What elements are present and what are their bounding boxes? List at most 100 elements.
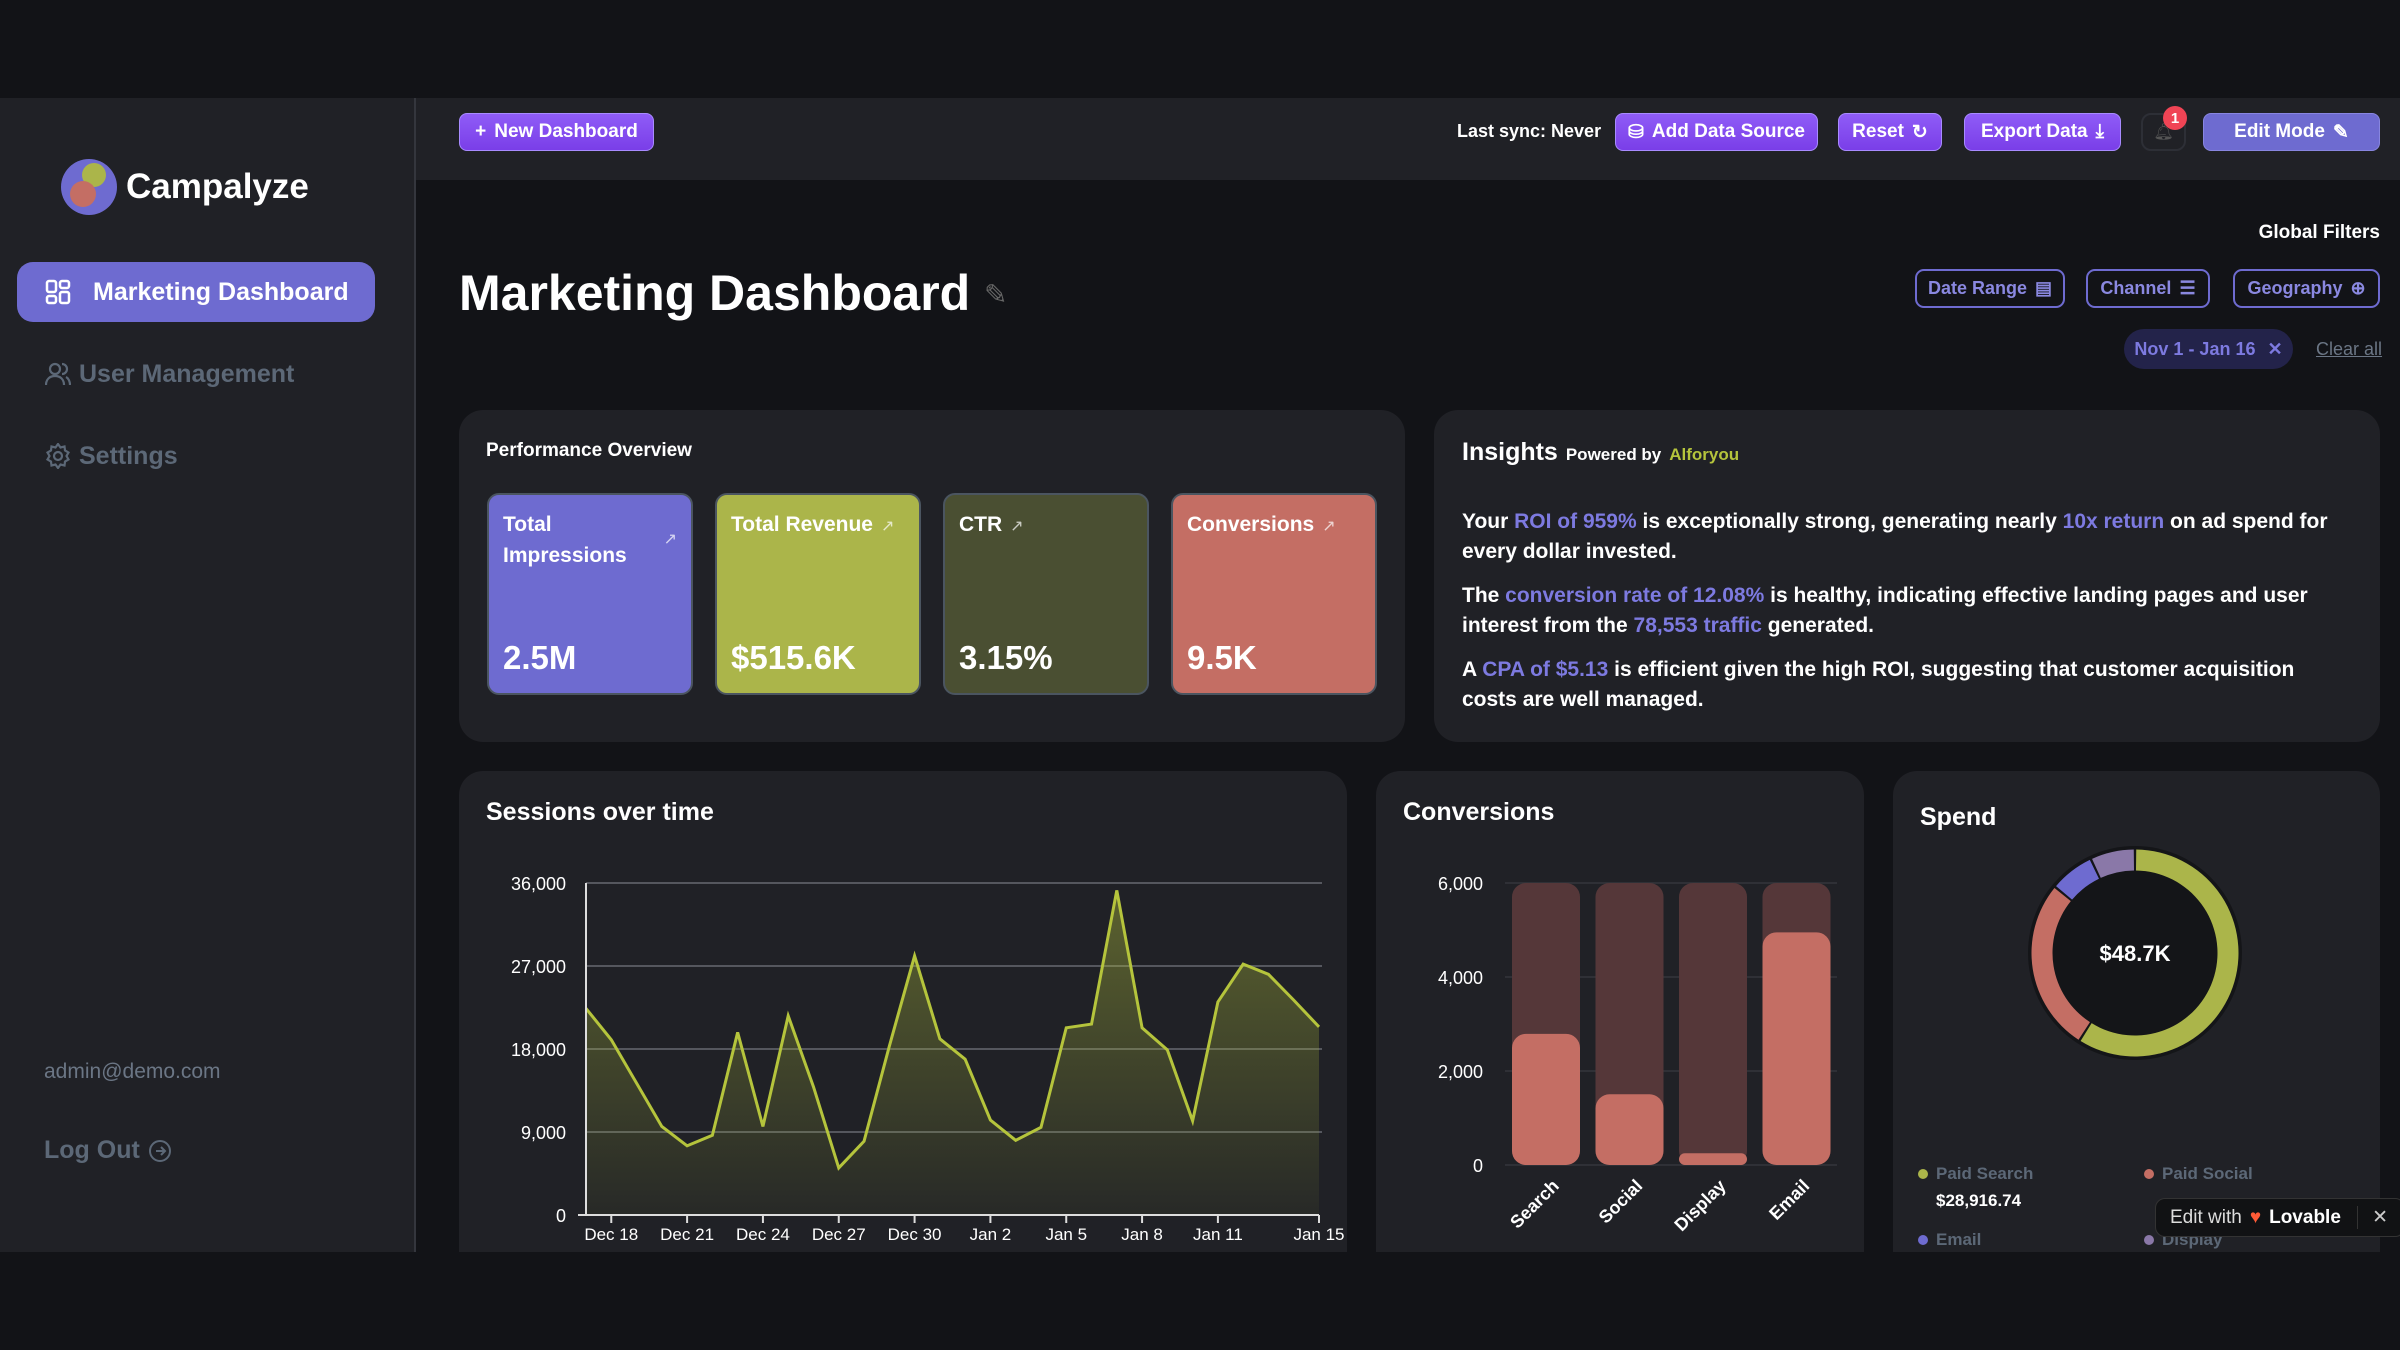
kpi-card[interactable]: Total Impressions ↗ 2.5M xyxy=(487,493,693,695)
conversions-bar-chart: 0 2,000 4,000 6,000 Search Social Display Email xyxy=(1438,874,1837,1235)
close-badge-icon[interactable]: ✕ xyxy=(2357,1206,2388,1229)
kpi-card[interactable]: CTR ↗ 3.15% xyxy=(943,493,1149,695)
add-data-source-label: Add Data Source xyxy=(1651,121,1805,142)
insights-text: Your ROI of 959% is exceptionally strong… xyxy=(1462,507,2352,715)
insights-title: Insights xyxy=(1462,438,1558,466)
x-tick-label: Email xyxy=(1765,1176,1813,1224)
kpi-label: CTR xyxy=(959,513,1003,536)
area-fill xyxy=(586,890,1319,1215)
logo-icon xyxy=(61,159,117,215)
edit-with-lovable-badge[interactable]: Edit with ♥ Lovable ✕ xyxy=(2155,1198,2400,1237)
insight-text: generated. xyxy=(1761,614,1874,637)
kpi-label: Conversions xyxy=(1187,513,1315,536)
performance-title: Performance Overview xyxy=(486,440,692,461)
geography-filter[interactable]: Geography ⊕ xyxy=(2233,269,2380,308)
bar xyxy=(1762,932,1831,1165)
clear-all-link[interactable]: Clear all xyxy=(2316,339,2383,359)
kpi-card[interactable]: Conversions ↗ 9.5K xyxy=(1171,493,1377,695)
users-icon xyxy=(45,362,71,386)
global-filters-label: Global Filters xyxy=(2258,222,2380,243)
y-tick-label: 9,000 xyxy=(521,1123,566,1143)
insight-text: A xyxy=(1462,658,1483,681)
bar xyxy=(1512,1033,1580,1165)
kpi-card[interactable]: Total Revenue ↗ $515.6K xyxy=(715,493,921,695)
bar xyxy=(1595,1094,1664,1165)
export-data-button[interactable]: Export Data ⤓ xyxy=(1964,113,2121,151)
chip-label: Nov 1 - Jan 16 xyxy=(2134,338,2256,359)
add-data-source-button[interactable]: ⛁ Add Data Source xyxy=(1615,113,1818,151)
spend-donut-chart: $48.7K xyxy=(2028,846,2242,1060)
donut-center-label: $48.7K xyxy=(2100,941,2171,966)
insight-highlight: ROI of 959% xyxy=(1514,510,1637,533)
lovable-prefix: Edit with xyxy=(2170,1206,2242,1228)
kpi-value: $515.6K xyxy=(731,639,856,676)
x-tick-label: Dec 24 xyxy=(736,1225,790,1244)
y-tick-label: 27,000 xyxy=(511,957,566,977)
trending-up-icon: ↗ xyxy=(663,531,677,548)
channel-label: Channel xyxy=(2100,278,2172,298)
kpi-value: 9.5K xyxy=(1187,639,1257,676)
user-email: admin@demo.com xyxy=(44,1060,221,1083)
download-icon: ⤓ xyxy=(2095,121,2105,142)
plus-icon: + xyxy=(475,121,487,142)
x-tick-label: Jan 5 xyxy=(1045,1225,1087,1244)
trending-up-icon: ↗ xyxy=(880,518,895,535)
y-tick-label: 6,000 xyxy=(1438,874,1483,894)
sidebar-item-user-management[interactable]: User Management xyxy=(17,344,375,404)
sidebar-item-label: User Management xyxy=(79,359,295,388)
bottom-band xyxy=(0,1252,2400,1350)
y-tick-label: 4,000 xyxy=(1438,968,1483,988)
grid-icon xyxy=(45,279,71,305)
insights-card: Insights Powered by Alforyou Your ROI of… xyxy=(1434,410,2380,742)
edit-mode-label: Edit Mode xyxy=(2234,121,2325,142)
insight-paragraph: The conversion rate of 12.08% is healthy… xyxy=(1462,581,2352,641)
edit-title-pencil-icon[interactable]: ✎ xyxy=(984,279,1008,310)
bar xyxy=(1679,1153,1747,1165)
reset-label: Reset xyxy=(1852,121,1904,142)
edit-icon: ✎ xyxy=(2332,121,2349,143)
date-range-filter[interactable]: Date Range ▤ xyxy=(1915,269,2065,308)
reset-button[interactable]: Reset ↻ xyxy=(1838,113,1942,151)
legend-label: Email xyxy=(1936,1230,1982,1249)
donut-slice xyxy=(2056,859,2099,900)
trending-up-icon: ↗ xyxy=(1322,518,1336,535)
new-dashboard-button[interactable]: + New Dashboard xyxy=(459,113,654,151)
insight-paragraph: A CPA of $5.13 is efficient given the hi… xyxy=(1462,655,2352,715)
date-range-label: Date Range xyxy=(1927,278,2027,298)
legend-dot xyxy=(1918,1169,1928,1179)
kpi-value: 3.15% xyxy=(959,639,1053,676)
logout-button[interactable]: Log Out xyxy=(44,1136,172,1165)
sidebar-item-settings[interactable]: Settings xyxy=(17,426,375,486)
logout-arrow-icon xyxy=(148,1139,171,1162)
sidebar: Campalyze Marketing Dashboard User Manag… xyxy=(0,98,416,1252)
lovable-brand: Lovable xyxy=(2269,1206,2341,1228)
series-line xyxy=(584,890,1321,1171)
active-filter-chip[interactable]: Nov 1 - Jan 16 ✕ xyxy=(2124,329,2293,369)
sessions-chart-title: Sessions over time xyxy=(486,798,714,826)
sidebar-item-label: Marketing Dashboard xyxy=(93,277,349,306)
x-tick-label: Dec 30 xyxy=(888,1225,942,1244)
export-label: Export Data xyxy=(1980,121,2088,142)
app-name: Campalyze xyxy=(126,167,309,206)
close-icon[interactable]: ✕ xyxy=(2267,338,2283,359)
logo[interactable]: Campalyze xyxy=(60,158,309,216)
trending-up-icon: ↗ xyxy=(1010,518,1024,535)
x-tick-label: Jan 8 xyxy=(1121,1225,1163,1244)
legend-email: Email xyxy=(1918,1230,1981,1250)
sidebar-item-marketing-dashboard[interactable]: Marketing Dashboard xyxy=(17,262,375,322)
insight-text: The xyxy=(1462,584,1506,607)
insight-highlight: CPA of $5.13 xyxy=(1482,658,1609,681)
edit-mode-button[interactable]: Edit Mode ✎ xyxy=(2203,113,2380,151)
kpi-value: 2.5M xyxy=(503,639,577,676)
insight-text: is exceptionally strong, generating near… xyxy=(1636,510,2063,533)
x-tick-label: Search xyxy=(1506,1176,1563,1233)
x-tick-label: Dec 18 xyxy=(584,1225,638,1244)
paid-search-value: $28,916.74 xyxy=(1936,1191,2022,1210)
legend-paid-social: Paid Social xyxy=(2144,1164,2253,1184)
y-tick-label: 36,000 xyxy=(511,874,566,894)
calendar-icon: ▤ xyxy=(2035,278,2053,298)
channel-filter[interactable]: Channel ☰ xyxy=(2086,269,2210,308)
geography-label: Geography xyxy=(2247,278,2343,298)
last-sync-status: Last sync: Never xyxy=(1457,121,1602,141)
conversions-chart-title: Conversions xyxy=(1403,798,1555,826)
